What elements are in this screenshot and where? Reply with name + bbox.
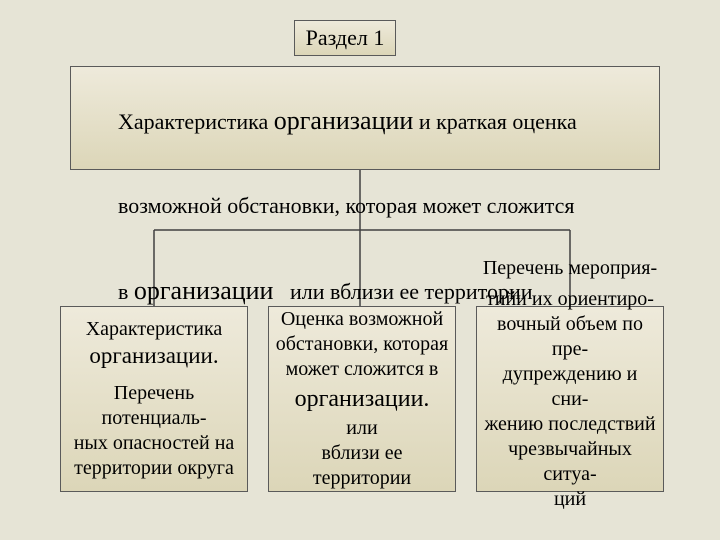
leaf1-p2a: Перечень потенциаль- (102, 382, 207, 429)
main-l1c: и краткая оценка (413, 109, 576, 134)
main-l1a: Характеристика (118, 109, 274, 134)
section-title-box: Раздел 1 (294, 20, 396, 56)
leaf1-p1: Характеристика организации. (86, 317, 223, 371)
main-line-1: Характеристика организации и краткая оце… (85, 77, 645, 165)
leaf-box-1: Характеристика организации. Перечень пот… (60, 306, 248, 492)
leaf1-p1b: организации. (89, 343, 218, 368)
leaf1-p2: Перечень потенциаль- ных опасностей на т… (67, 381, 241, 481)
leaf2-p2: организации. (295, 384, 430, 414)
main-l1b: организации (274, 106, 414, 135)
leaf2-p3b: вблизи ее территории (313, 442, 411, 489)
leaf2-p3a: или (346, 417, 377, 439)
diagram-canvas: Раздел 1 Характеристика организации и кр… (0, 0, 720, 540)
section-title-text: Раздел 1 (306, 24, 385, 52)
leaf-box-3: тийи их ориентиро- вочный объем по пре- … (476, 306, 664, 492)
leaf3-text: тийи их ориентиро- вочный объем по пре- … (483, 287, 657, 512)
leaf1-p1a: Характеристика (86, 318, 223, 340)
leaf1-p2b: ных опасностей на территории округа (74, 432, 235, 479)
leaf2-p1: Оценка возможной обстановки, которая мож… (275, 307, 449, 382)
main-l3a: в (118, 279, 134, 304)
main-l3b: организации (134, 276, 274, 305)
main-description-box: Характеристика организации и краткая оце… (70, 66, 660, 170)
main-line-2: возможной обстановки, которая может слож… (85, 165, 645, 248)
leaf-box-2: Оценка возможной обстановки, которая мож… (268, 306, 456, 492)
main-l2: возможной обстановки, которая может слож… (118, 193, 575, 218)
leaf3-overflow-line: Перечень мероприя- (483, 257, 657, 279)
leaf3-overflow-text: Перечень мероприя- (476, 256, 664, 280)
leaf2-p3: или вблизи ее территории (275, 416, 449, 491)
